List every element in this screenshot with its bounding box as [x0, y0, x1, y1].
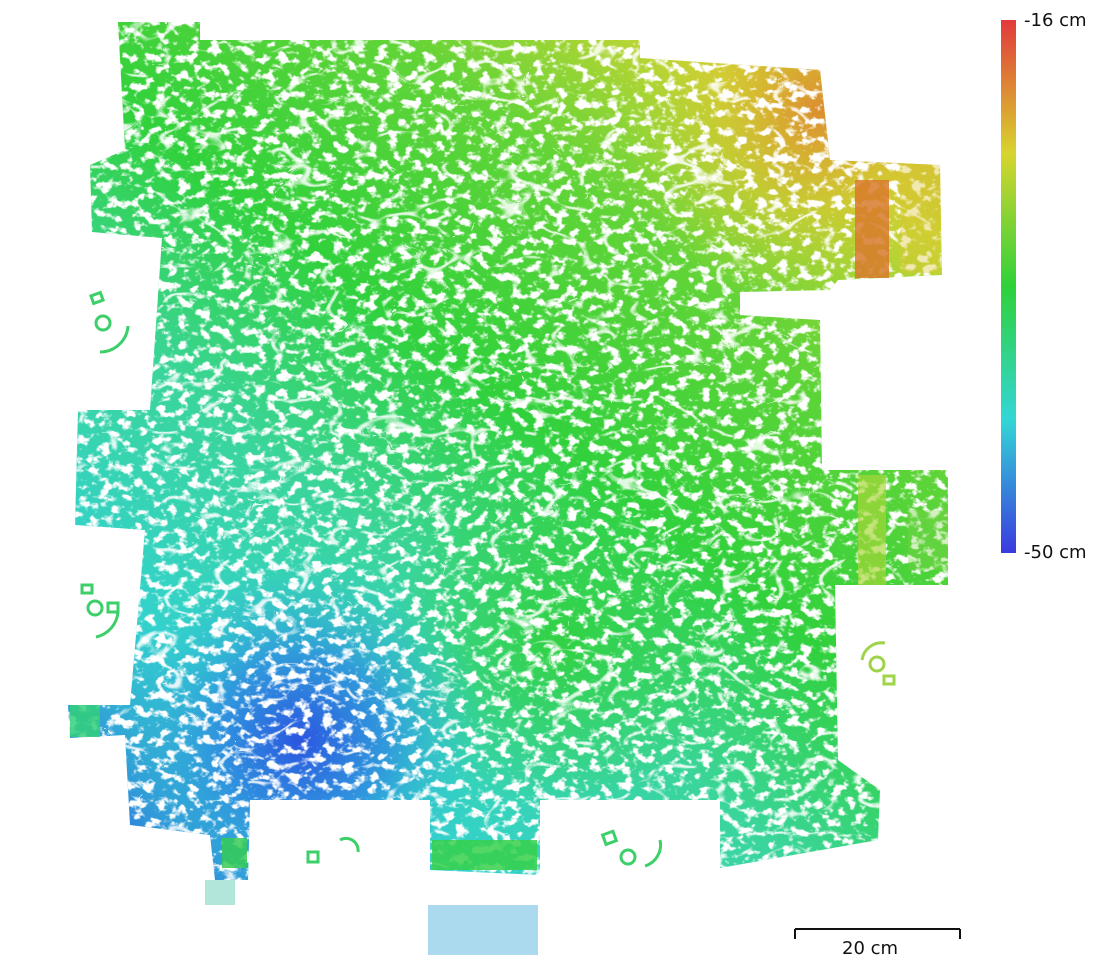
scale-bar [794, 928, 961, 939]
colorbar [1001, 20, 1016, 553]
scale-bar-label: 20 cm [842, 938, 899, 959]
fiducial-marker-right [860, 641, 896, 686]
fiducial-marker-bottom-left [306, 836, 360, 864]
colorbar-min-label: -50 cm [1024, 542, 1087, 563]
fiducial-marker-left-upper [89, 290, 130, 354]
fiducial-marker-bottom-right [600, 829, 663, 868]
fiducial-marker-left-lower [80, 583, 120, 639]
colorbar-max-label: -16 cm [1024, 10, 1087, 31]
detached-patches [70, 165, 948, 955]
